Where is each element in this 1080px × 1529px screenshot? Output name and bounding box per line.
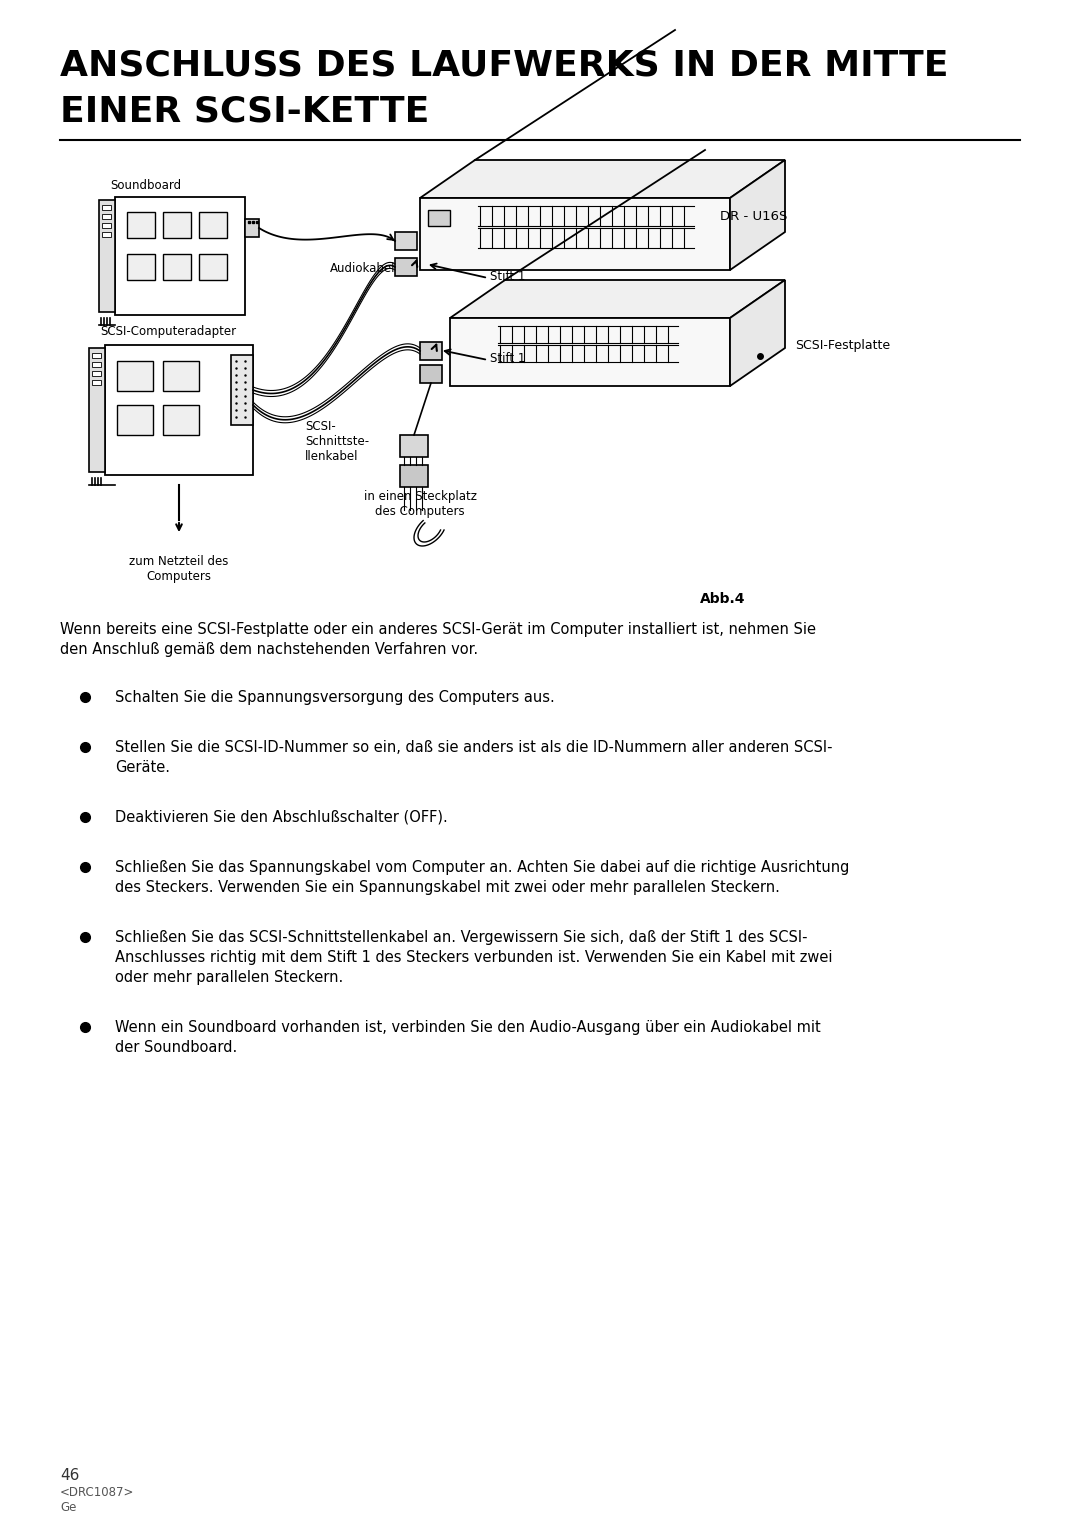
Bar xyxy=(163,213,191,239)
Text: in einen Steckplatz
des Computers: in einen Steckplatz des Computers xyxy=(364,489,476,518)
Text: <DRC1087>: <DRC1087> xyxy=(60,1486,134,1498)
Text: Wenn ein Soundboard vorhanden ist, verbinden Sie den Audio-Ausgang über ein Audi: Wenn ein Soundboard vorhanden ist, verbi… xyxy=(114,1020,821,1035)
Text: SCSI-
Schnittste-
llenkabel: SCSI- Schnittste- llenkabel xyxy=(305,420,369,463)
Text: Schließen Sie das SCSI-Schnittstellenkabel an. Vergewissern Sie sich, daß der St: Schließen Sie das SCSI-Schnittstellenkab… xyxy=(114,930,808,945)
Bar xyxy=(89,349,105,472)
Bar xyxy=(92,353,102,358)
Bar xyxy=(99,200,114,312)
Polygon shape xyxy=(420,161,785,197)
Text: Geräte.: Geräte. xyxy=(114,760,170,775)
Text: Abb.4: Abb.4 xyxy=(700,592,745,605)
Text: Anschlusses richtig mit dem Stift 1 des Steckers verbunden ist. Verwenden Sie ei: Anschlusses richtig mit dem Stift 1 des … xyxy=(114,950,833,965)
Bar xyxy=(420,365,442,382)
Bar xyxy=(117,361,153,391)
Text: Stellen Sie die SCSI-ID-Nummer so ein, daß sie anders ist als die ID-Nummern all: Stellen Sie die SCSI-ID-Nummer so ein, d… xyxy=(114,740,833,755)
Bar xyxy=(395,258,417,277)
Text: Stift 1: Stift 1 xyxy=(490,352,525,364)
Text: ANSCHLUSS DES LAUFWERKS IN DER MITTE: ANSCHLUSS DES LAUFWERKS IN DER MITTE xyxy=(60,47,948,83)
Bar xyxy=(102,223,111,228)
Polygon shape xyxy=(730,280,785,385)
Text: Ge: Ge xyxy=(60,1501,77,1514)
Bar xyxy=(117,405,153,434)
Bar xyxy=(92,381,102,385)
Text: Soundboard: Soundboard xyxy=(110,179,181,193)
Bar xyxy=(420,342,442,359)
Bar xyxy=(102,232,111,237)
Bar xyxy=(163,405,199,434)
Text: Audiokabel: Audiokabel xyxy=(330,261,395,275)
Text: SCSI-Computeradapter: SCSI-Computeradapter xyxy=(100,326,237,338)
Text: SCSI-Festplatte: SCSI-Festplatte xyxy=(795,339,890,353)
Bar xyxy=(102,214,111,219)
Text: Schließen Sie das Spannungskabel vom Computer an. Achten Sie dabei auf die richt: Schließen Sie das Spannungskabel vom Com… xyxy=(114,859,849,875)
Bar xyxy=(450,318,730,385)
Text: den Anschluß gemäß dem nachstehenden Verfahren vor.: den Anschluß gemäß dem nachstehenden Ver… xyxy=(60,642,478,657)
Bar xyxy=(114,197,245,315)
Text: 46: 46 xyxy=(60,1468,79,1483)
Bar xyxy=(428,209,450,226)
Bar xyxy=(199,254,227,280)
Bar xyxy=(395,232,417,251)
Text: des Steckers. Verwenden Sie ein Spannungskabel mit zwei oder mehr parallelen Ste: des Steckers. Verwenden Sie ein Spannung… xyxy=(114,881,780,894)
Bar xyxy=(400,434,428,457)
Polygon shape xyxy=(730,161,785,271)
Text: zum Netzteil des
Computers: zum Netzteil des Computers xyxy=(130,555,229,583)
Text: oder mehr parallelen Steckern.: oder mehr parallelen Steckern. xyxy=(114,969,343,985)
Bar xyxy=(199,213,227,239)
Bar xyxy=(127,213,156,239)
Bar xyxy=(420,197,730,271)
Text: Schalten Sie die Spannungsversorgung des Computers aus.: Schalten Sie die Spannungsversorgung des… xyxy=(114,690,555,705)
Text: Wenn bereits eine SCSI-Festplatte oder ein anderes SCSI-Gerät im Computer instal: Wenn bereits eine SCSI-Festplatte oder e… xyxy=(60,622,816,638)
Bar xyxy=(92,372,102,376)
Bar xyxy=(400,465,428,488)
Bar xyxy=(102,205,111,209)
Bar xyxy=(105,346,253,476)
Polygon shape xyxy=(450,280,785,318)
Text: EINER SCSI-KETTE: EINER SCSI-KETTE xyxy=(60,95,430,128)
Bar xyxy=(163,361,199,391)
Bar xyxy=(92,362,102,367)
Text: Deaktivieren Sie den Abschlußschalter (OFF).: Deaktivieren Sie den Abschlußschalter (O… xyxy=(114,810,448,826)
Text: Stift 1: Stift 1 xyxy=(490,269,525,283)
Text: der Soundboard.: der Soundboard. xyxy=(114,1040,238,1055)
Bar xyxy=(231,355,253,425)
Bar xyxy=(245,219,259,237)
Text: DR - U16S: DR - U16S xyxy=(720,209,787,223)
Bar xyxy=(127,254,156,280)
Bar xyxy=(163,254,191,280)
